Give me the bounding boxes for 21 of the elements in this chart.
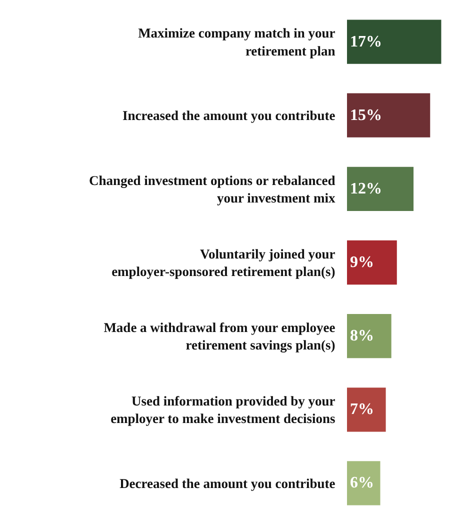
bar	[347, 388, 386, 432]
bar	[347, 20, 442, 64]
bar	[347, 93, 430, 138]
y-tick-label: Increased the amount you contribute	[122, 108, 336, 124]
bar	[347, 314, 392, 358]
bar	[347, 240, 397, 285]
data-label: 6%	[350, 474, 374, 492]
y-tick-label: Changed investment options or rebalanced your investment mix	[89, 172, 336, 206]
bar	[347, 166, 414, 211]
y-tick-label: Decreased the amount you contribute	[120, 476, 336, 491]
y-tick-label: Made a withdrawal from your employee retirement savings plan(s)	[104, 320, 336, 353]
y-tick-label: Voluntarily joined your employer-sponsored retirement plan(s)	[112, 246, 336, 279]
data-label: 8%	[350, 328, 374, 345]
data-label: 17%	[350, 33, 382, 50]
data-label: 7%	[350, 401, 374, 418]
bar	[347, 461, 380, 506]
data-label: 15%	[350, 106, 382, 124]
data-label: 12%	[350, 180, 382, 198]
y-tick-label: Maximize company match in your retirement plan	[138, 26, 336, 58]
y-tick-label: Used information provided by your employer to make investment decisions	[110, 394, 336, 426]
data-label: 9%	[350, 254, 374, 271]
